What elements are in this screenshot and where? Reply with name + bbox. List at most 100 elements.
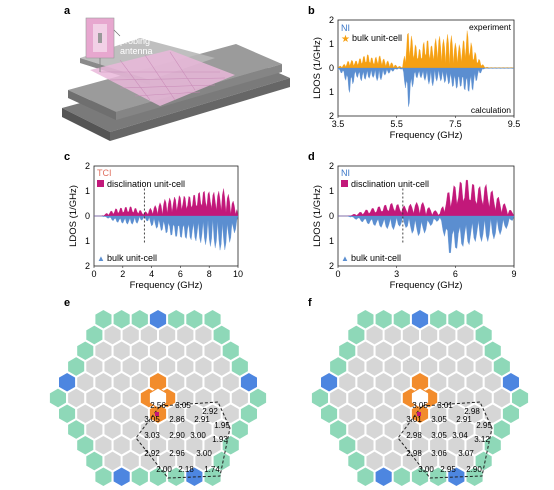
lattice-cell	[329, 387, 348, 409]
lattice-cell	[112, 434, 131, 456]
lattice-cell	[139, 419, 158, 440]
lattice-cell	[121, 387, 140, 409]
lattice-value-label: 2.96	[169, 449, 185, 458]
x-tick-label: 0	[91, 269, 96, 279]
lattice-cell	[194, 356, 213, 377]
lattice-cell	[221, 340, 240, 362]
lattice-cell	[85, 324, 104, 346]
x-tick-label: 9.5	[508, 119, 521, 129]
triangle-icon: ▲	[341, 254, 349, 263]
lattice-cell	[221, 434, 240, 456]
lattice-cell	[85, 450, 104, 472]
lattice-cell	[401, 419, 420, 440]
panel-letter-b: b	[308, 5, 315, 17]
lattice-cell	[176, 356, 195, 377]
lattice-value-label: 2.92	[202, 407, 218, 416]
series-area-1	[94, 215, 239, 251]
lattice-cell	[511, 387, 530, 409]
lattice-cell	[148, 340, 168, 362]
lattice-cell	[356, 371, 375, 393]
series-area-0	[94, 188, 239, 217]
lattice-cell	[410, 434, 430, 456]
lattice-value-label: 2.18	[178, 465, 194, 474]
lattice-cell	[365, 419, 384, 440]
lattice-cell	[429, 466, 448, 488]
lattice-value-label: 2.91	[456, 415, 472, 424]
x-tick-label: 7.5	[449, 119, 462, 129]
y-axis-label: LDOS (1/GHz)	[68, 185, 79, 247]
panel-letter-d: d	[308, 151, 315, 163]
lattice-cell	[492, 419, 511, 440]
y-axis-label: LDOS (1/GHz)	[312, 37, 323, 99]
lattice-value-label: 2.95	[476, 421, 492, 430]
lattice-cell	[130, 466, 149, 488]
lattice-value-label: 1.74	[204, 465, 220, 474]
lattice-cell	[410, 466, 430, 488]
lattice-cell	[130, 308, 149, 330]
lattice-value-label: 3.05	[431, 415, 447, 424]
y-tick-label: 1	[85, 186, 90, 196]
lattice-cell	[185, 371, 204, 393]
lattice-cell	[212, 387, 231, 409]
lattice-cell	[356, 308, 375, 330]
lattice-cell	[501, 371, 520, 393]
lattice-cell	[85, 419, 104, 440]
lattice-cell	[365, 450, 384, 472]
lattice-value-label: 1.95	[214, 421, 230, 430]
lattice-cell	[347, 450, 366, 472]
lattice-cell	[310, 387, 329, 409]
lattice-cell	[148, 434, 168, 456]
lattice-cell	[203, 434, 222, 456]
lattice-cell	[76, 403, 95, 425]
x-tick-label: 2	[120, 269, 125, 279]
lattice-cell	[356, 466, 375, 488]
lattice-cell	[94, 434, 113, 456]
lattice-cell	[438, 356, 457, 377]
lattice-cell	[167, 466, 186, 488]
x-tick-label: 6	[178, 269, 183, 279]
lattice-cell	[465, 308, 484, 330]
lattice-cell	[338, 434, 357, 456]
lattice-cell	[329, 356, 348, 377]
lattice-cell	[447, 371, 466, 393]
lattice-cell	[112, 403, 131, 425]
lattice-cell	[85, 356, 104, 377]
lattice-cell	[167, 371, 186, 393]
lattice-value-label: 3.00	[190, 431, 206, 440]
lattice-cell	[374, 340, 393, 362]
lattice-cell	[176, 419, 195, 440]
lattice-cell	[130, 434, 149, 456]
lattice-cell	[429, 340, 448, 362]
lattice-cell	[392, 340, 411, 362]
lattice-cell	[456, 324, 475, 346]
disclination-marker	[155, 412, 159, 416]
lattice-cell	[483, 340, 502, 362]
x-tick-label: 8	[207, 269, 212, 279]
x-tick-label: 5.5	[390, 119, 403, 129]
lattice-cell	[392, 403, 411, 425]
y-tick-label: 2	[329, 161, 334, 171]
lattice-value-label: 3.05	[412, 401, 428, 410]
lattice-cell	[365, 324, 384, 346]
lattice-cell	[392, 466, 411, 488]
y-axis-label: LDOS (1/GHz)	[312, 185, 323, 247]
legend-phase: TCI	[97, 168, 112, 178]
lattice-cell	[94, 308, 113, 330]
hex-lattice-f: 3.05 3.01 2.98 3.01 3.05 2.91 2.95 2.98 3.05 3.04…	[310, 308, 530, 488]
lattice-cell	[401, 356, 420, 377]
x-axis-label: Frequency (GHz)	[390, 130, 463, 141]
lattice-cell	[67, 356, 86, 377]
lattice-cell	[438, 419, 457, 440]
series-area-1	[338, 215, 515, 253]
legend-phase: NI	[341, 23, 350, 33]
x-tick-label: 3.5	[332, 119, 345, 129]
lattice-cell	[130, 340, 149, 362]
panel-letter-c: c	[64, 151, 70, 163]
lattice-cell	[356, 340, 375, 362]
lattice-cell	[447, 340, 466, 362]
lattice-cell	[465, 340, 484, 362]
lattice-cell	[474, 356, 493, 377]
y-tick-label: 1	[329, 236, 334, 246]
experiment-label: experiment	[469, 22, 512, 32]
lattice-cell	[501, 403, 520, 425]
